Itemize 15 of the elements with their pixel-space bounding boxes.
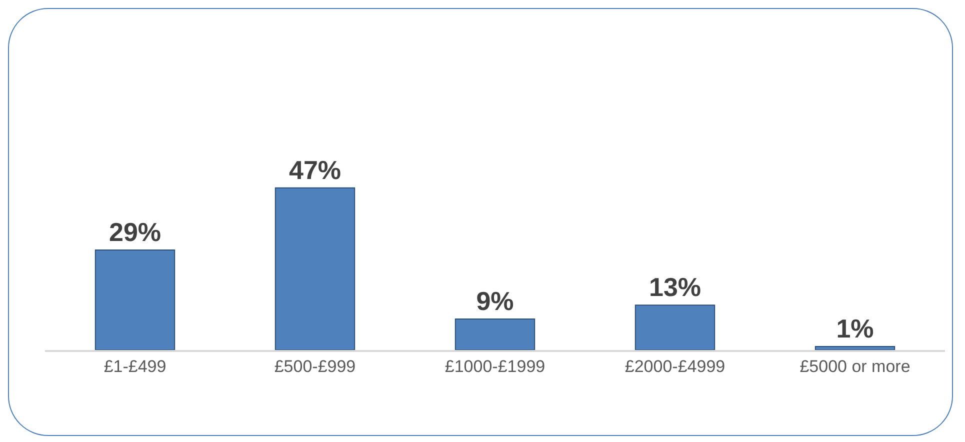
- data-label: 29%: [108, 216, 162, 247]
- x-tick-label: £500-£999: [274, 357, 356, 376]
- data-label: 1%: [836, 314, 874, 344]
- data-label: 47%: [288, 154, 342, 185]
- bar: [274, 187, 356, 350]
- data-label: 9%: [476, 286, 514, 316]
- bar: [94, 249, 176, 350]
- x-tick-label: £5000 or more: [800, 357, 910, 376]
- bar: [814, 346, 896, 350]
- x-tick-label: £1-£499: [104, 357, 166, 376]
- x-tick-label: £1000-£1999: [444, 357, 546, 376]
- bar: [634, 304, 716, 350]
- bar: [454, 318, 536, 350]
- x-tick-label: £2000-£4999: [624, 357, 726, 376]
- data-label: 13%: [648, 272, 702, 302]
